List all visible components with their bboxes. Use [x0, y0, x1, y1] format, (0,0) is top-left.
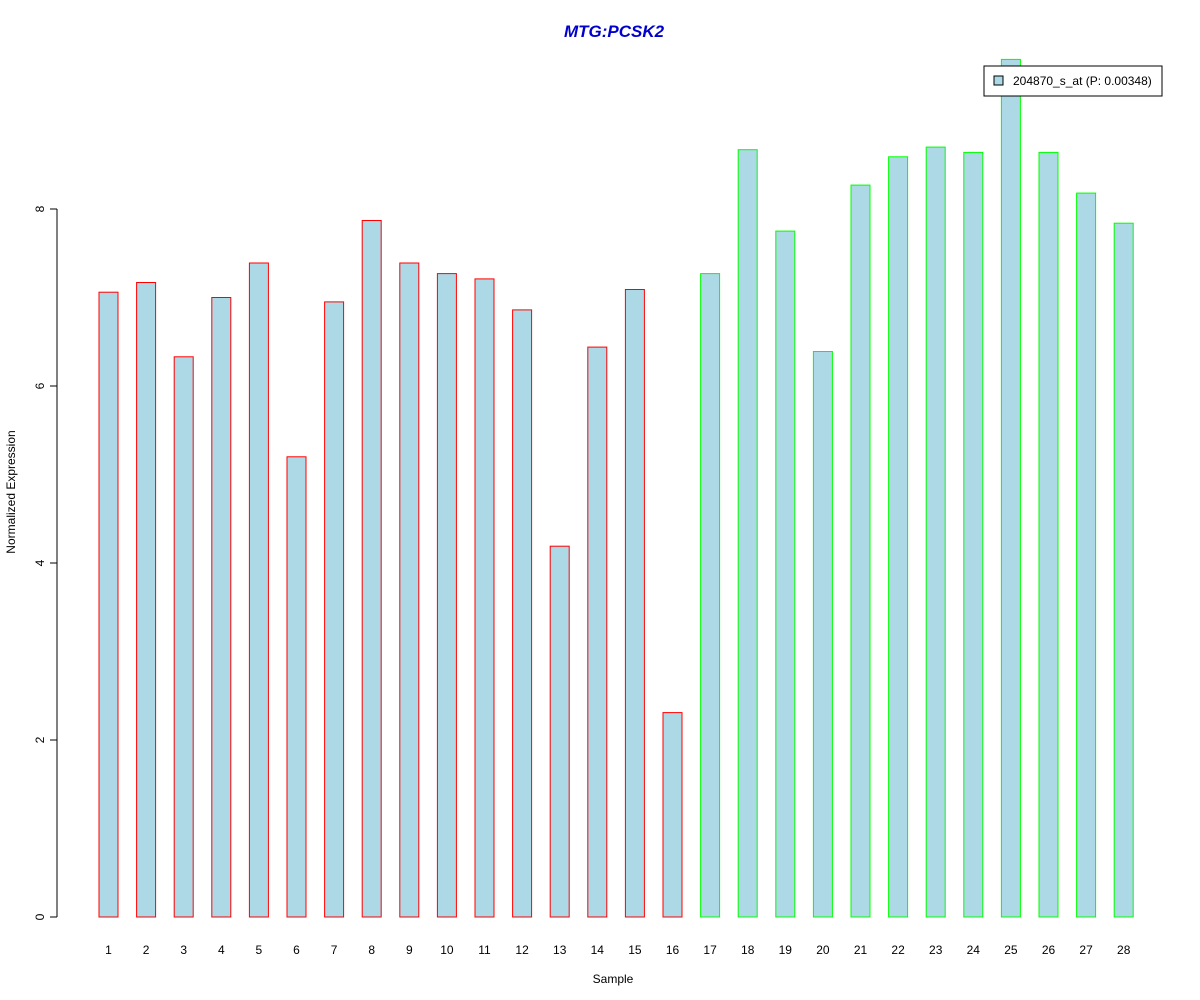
bars-group	[98, 58, 1134, 918]
y-axis-label: Normalized Expression	[4, 430, 18, 553]
x-tick-label: 9	[406, 943, 413, 957]
x-tick-label: 14	[591, 943, 605, 957]
x-tick-label: 7	[331, 943, 338, 957]
legend-swatch	[993, 75, 1004, 86]
x-tick-label: 27	[1079, 943, 1093, 957]
bar-sample-11	[474, 278, 495, 918]
x-tick-label: 23	[929, 943, 943, 957]
x-tick-label: 1	[105, 943, 112, 957]
bar-sample-18	[737, 149, 758, 918]
chart-title: MTG:PCSK2	[564, 22, 665, 41]
bar-sample-23	[925, 146, 946, 918]
bar-sample-3	[173, 356, 194, 918]
legend: 204870_s_at (P: 0.00348)	[983, 65, 1163, 97]
bar-sample-6	[286, 456, 307, 918]
bar-sample-4	[211, 297, 232, 918]
bar-sample-26	[1038, 151, 1059, 918]
bar-sample-8	[361, 220, 382, 918]
x-tick-label: 10	[440, 943, 454, 957]
x-tick-label: 3	[180, 943, 187, 957]
legend-label: 204870_s_at (P: 0.00348)	[1013, 74, 1152, 88]
legend-box	[983, 65, 1163, 97]
bar-sample-24	[963, 151, 984, 918]
x-tick-label: 25	[1004, 943, 1018, 957]
y-tick-label: 4	[33, 559, 47, 566]
y-tick-label: 6	[33, 382, 47, 389]
x-tick-label: 16	[666, 943, 680, 957]
x-tick-label: 13	[553, 943, 567, 957]
bar-sample-12	[512, 309, 533, 918]
y-tick-label: 8	[33, 205, 47, 212]
x-tick-label: 20	[816, 943, 830, 957]
x-tick-label: 6	[293, 943, 300, 957]
x-tick-label: 21	[854, 943, 868, 957]
x-tick-labels: 1 2 3 4 5 6 7 8 9 10 11 12 13 14 15 16 17 18 19 20 21 22 23 24 2…	[105, 943, 1131, 957]
x-tick-label: 5	[256, 943, 263, 957]
bar-sample-17	[700, 273, 721, 918]
bar-sample-28	[1113, 222, 1134, 918]
bar-sample-16	[662, 712, 683, 918]
x-tick-label: 11	[478, 943, 491, 957]
y-tick-label: 2	[33, 736, 47, 743]
bar-sample-14	[587, 346, 608, 918]
y-tick-label: 0	[33, 913, 47, 920]
bar-sample-19	[775, 230, 796, 918]
bar-sample-1	[98, 291, 119, 918]
x-tick-label: 22	[891, 943, 905, 957]
x-tick-label: 28	[1117, 943, 1131, 957]
bar-sample-2	[136, 282, 157, 918]
bar-sample-13	[549, 545, 570, 918]
bar-sample-20	[812, 351, 833, 918]
x-tick-label: 12	[515, 943, 529, 957]
x-tick-label: 2	[143, 943, 150, 957]
x-axis-label: Sample	[593, 972, 634, 986]
bar-sample-5	[248, 262, 269, 918]
x-tick-label: 17	[703, 943, 717, 957]
x-tick-label: 26	[1042, 943, 1056, 957]
bar-sample-21	[850, 184, 871, 918]
x-tick-label: 18	[741, 943, 755, 957]
x-tick-label: 24	[967, 943, 981, 957]
y-axis: 0 2 4 6 8	[33, 205, 58, 920]
x-tick-label: 4	[218, 943, 225, 957]
x-tick-label: 8	[368, 943, 375, 957]
bar-sample-27	[1076, 192, 1097, 918]
bar-sample-7	[324, 301, 345, 918]
bar-sample-15	[624, 289, 645, 918]
bar-sample-9	[399, 262, 420, 918]
x-tick-label: 15	[628, 943, 642, 957]
bar-sample-25	[1000, 58, 1021, 918]
bar-sample-10	[436, 273, 457, 918]
x-tick-label: 19	[779, 943, 793, 957]
bar-sample-22	[888, 156, 909, 918]
